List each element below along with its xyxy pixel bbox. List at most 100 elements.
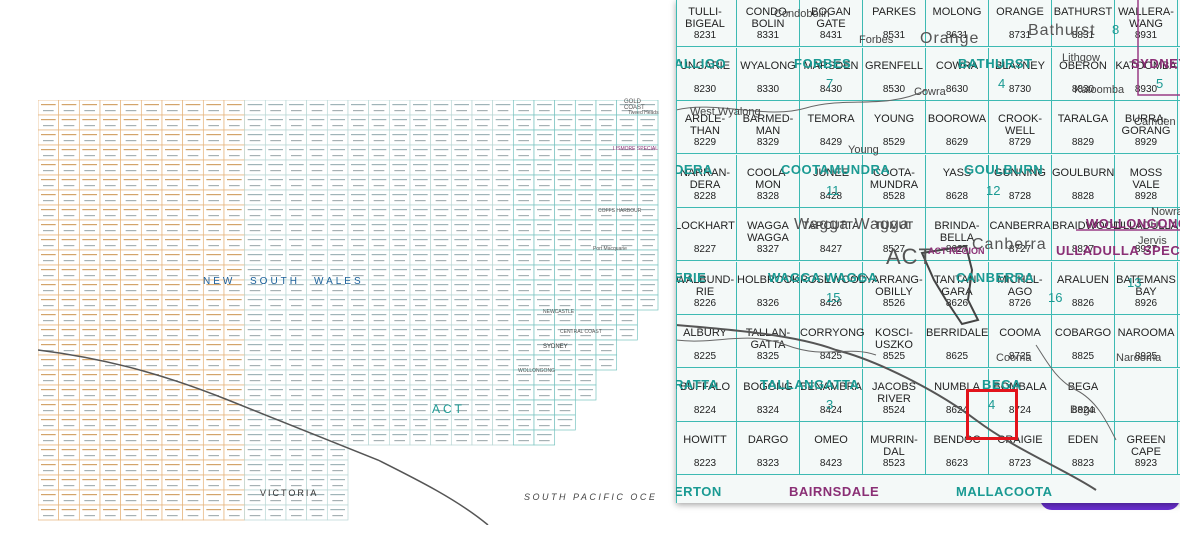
map-sheet-cell[interactable]: MICHEL- AGO 8726 xyxy=(989,261,1052,315)
map-sheet-cell[interactable]: ORANGE 8731 xyxy=(989,0,1052,47)
map-sheet-cell[interactable]: ARDLE- THAN 8229 xyxy=(676,101,737,154)
overview-sheet-text-mark xyxy=(289,194,304,196)
overview-sheet-cell xyxy=(430,264,452,281)
map-sheet-cell[interactable]: YARRANG- OBILLY 8526 xyxy=(863,261,926,315)
map-sheet-cell[interactable]: YASS 8628 xyxy=(926,154,989,208)
map-sheet-cell[interactable]: TALLAN- GATTA 8325 xyxy=(737,315,800,368)
overview-sheet-text-mark xyxy=(247,329,263,331)
map-sheet-cell[interactable]: TARALGA 8829 xyxy=(1052,101,1115,154)
map-sheet-name: KOSCI- USZKO xyxy=(875,327,913,351)
overview-sheet-cell xyxy=(182,324,204,341)
map-sheet-cell[interactable]: JACOBS RIVER 8524 xyxy=(863,368,926,422)
overview-sheet-text-mark xyxy=(311,515,323,517)
map-sheet-cell[interactable]: COOTA- MUNDRA 8528 xyxy=(863,154,926,208)
map-sheet-cell[interactable]: WALBUND- RIE 8226 xyxy=(676,261,737,315)
map-sheet-cell[interactable]: JUNEE 8428 xyxy=(800,154,863,208)
overview-sheet-cell xyxy=(326,234,349,251)
overview-sheet-text-mark xyxy=(268,479,283,481)
map-sheet-cell[interactable]: JERVIS BAY9027 xyxy=(1178,208,1180,261)
overview-sheet-text-mark xyxy=(146,440,157,442)
overview-sheet-text-mark xyxy=(309,479,325,481)
map-sheet-cell[interactable]: OBERON 8830 xyxy=(1052,47,1115,101)
overview-sheet-cell xyxy=(58,489,80,506)
map-sheet-cell[interactable]: COWRA 8630 xyxy=(926,47,989,101)
map-sheet-number: 8425 xyxy=(819,351,843,362)
map-sheet-cell[interactable]: TUMUT 8527 xyxy=(863,208,926,261)
map-sheet-cell[interactable] xyxy=(1115,368,1178,422)
map-sheet-cell[interactable]: ARALUEN 8826 xyxy=(1052,261,1115,315)
map-sheet-cell[interactable]: WALLERA- WANG 8931 xyxy=(1115,0,1178,47)
map-sheet-cell[interactable]: BARMED- MAN 8329 xyxy=(737,101,800,154)
map-sheet-cell[interactable]: CORRYONG 8425 xyxy=(800,315,865,368)
map-sheet-cell[interactable]: WAGGA WAGGA 8327 xyxy=(737,208,800,261)
map-sheet-cell[interactable]: BERRIDALE 8625 xyxy=(926,315,989,368)
overview-sheet-cell xyxy=(471,129,494,146)
map-sheet-name: MOSS VALE xyxy=(1129,166,1163,191)
overview-sheet-text-mark xyxy=(394,365,405,367)
map-sheet-cell[interactable]: WOLLON- GONG9029 xyxy=(1178,101,1180,154)
map-sheet-cell[interactable]: BLAYNEY 8730 xyxy=(989,47,1052,101)
map-sheet-cell[interactable]: HOWITT 8223 xyxy=(676,422,737,475)
map-sheet-cell[interactable]: NARRAN- DERA 8228 xyxy=(676,154,737,208)
overview-sheet-text-mark xyxy=(61,374,77,376)
map-sheet-cell[interactable]: ROSEWOOD 8426 xyxy=(800,261,867,315)
overview-sheet-text-mark xyxy=(103,194,118,196)
map-sheet-cell[interactable]: DARGO 8323 xyxy=(737,422,800,475)
map-sheet-cell[interactable]: MOSS VALE 8928 xyxy=(1115,154,1178,208)
overview-sheet-cell xyxy=(326,219,349,236)
map-sheet-cell[interactable]: NAROOMA 8925 xyxy=(1115,315,1178,368)
overview-sheet-text-mark xyxy=(227,479,242,481)
overview-sheet-text-mark xyxy=(601,320,612,322)
overview-sheet-text-mark xyxy=(229,440,240,442)
map-sheet-cell[interactable]: GUNNING 8728 xyxy=(989,154,1052,208)
map-sheet-cell[interactable]: BATHURST 8831 xyxy=(1052,0,1115,47)
map-sheet-cell[interactable] xyxy=(1178,422,1180,475)
overview-sheet-text-mark xyxy=(394,260,405,262)
map-sheet-cell[interactable] xyxy=(1178,315,1180,368)
map-sheet-cell[interactable]: BATEMANS BAY 8926 xyxy=(1115,261,1178,315)
map-sheet-cell[interactable]: GREEN CAPE 8923 xyxy=(1115,422,1178,475)
map-sheet-cell[interactable]: OMEO 8423 xyxy=(800,422,863,475)
map-sheet-cell[interactable]: MURRIN- DAL 8523 xyxy=(863,422,926,475)
overview-sheet-text-mark xyxy=(477,410,488,412)
overview-sheet-text-mark xyxy=(289,434,304,436)
map-sheet-cell[interactable]: TULLI- BIGEAL 8231 xyxy=(676,0,737,47)
map-sheet-cell[interactable]: COBARGO 8825 xyxy=(1052,315,1115,368)
map-sheet-cell[interactable]: EDEN 8823 xyxy=(1052,422,1115,475)
map-sheet-cell[interactable]: MOLONG 8631 xyxy=(926,0,989,47)
overview-sheet-cell xyxy=(182,504,204,521)
overview-sheet-cell xyxy=(595,309,618,326)
map-sheet-cell[interactable]: ALBURY 8225 xyxy=(676,315,737,368)
map-sheet-cell[interactable]: BURRA- GORANG 8929 xyxy=(1115,101,1178,154)
map-sheet-cell[interactable]: TARCUTTA 8427 xyxy=(800,208,863,261)
overview-sheet-cell xyxy=(120,294,142,311)
map-sheet-cell[interactable]: CANBERRA 8727 xyxy=(989,208,1052,261)
overview-sheet-text-mark xyxy=(475,389,490,391)
map-sheet-cell[interactable] xyxy=(1178,262,1180,315)
map-sheet-cell[interactable]: ULLADULLA 8927 xyxy=(1115,208,1178,261)
map-sheet-cell[interactable]: GOULBURN 8828 xyxy=(1052,154,1115,208)
map-sheet-cell[interactable]: PENRITH9030 xyxy=(1178,48,1180,101)
map-sheet-cell[interactable]: CROOK- WELL 8729 xyxy=(989,101,1052,154)
map-sheet-cell[interactable]: WYALONG 8330 xyxy=(737,47,800,101)
map-sheet-cell[interactable]: HOLBROOK 8326 xyxy=(737,261,800,315)
map-sheet-cell[interactable]: BOOROWA 8629 xyxy=(926,101,989,154)
map-sheet-cell[interactable] xyxy=(1178,369,1180,422)
map-sheet-cell[interactable]: LOCKHART 8227 xyxy=(676,208,737,261)
overview-sheet-cell xyxy=(368,399,390,416)
map-sheet-cell[interactable]: CONDO- BOLIN 8331 xyxy=(737,0,800,47)
map-sheet-cell[interactable]: YOUNG 8529 xyxy=(863,101,926,154)
overview-sheet-cell xyxy=(388,324,411,341)
map-sheet-cell[interactable]: PARKES 8531 xyxy=(863,0,926,47)
map-sheet-cell[interactable]: KOSCI- USZKO 8525 xyxy=(863,315,926,368)
map-sheet-cell[interactable]: BOGAN GATE 8431 xyxy=(800,0,863,47)
map-sheet-cell[interactable]: TEMORA 8429 xyxy=(800,101,863,154)
map-sheet-cell[interactable]: KIAMA9028 xyxy=(1178,155,1180,208)
overview-sheet-cell xyxy=(202,159,225,176)
map-sheet-cell[interactable]: COOLA- MON 8328 xyxy=(737,154,800,208)
overview-sheet-cell xyxy=(368,144,390,161)
overview-sheet-text-mark xyxy=(311,110,323,112)
map-sheet-cell[interactable]: BRAIDWOOD 8827 xyxy=(1052,208,1121,261)
overview-sheet-text-mark xyxy=(268,254,283,256)
overview-sheet-text-mark xyxy=(146,170,157,172)
